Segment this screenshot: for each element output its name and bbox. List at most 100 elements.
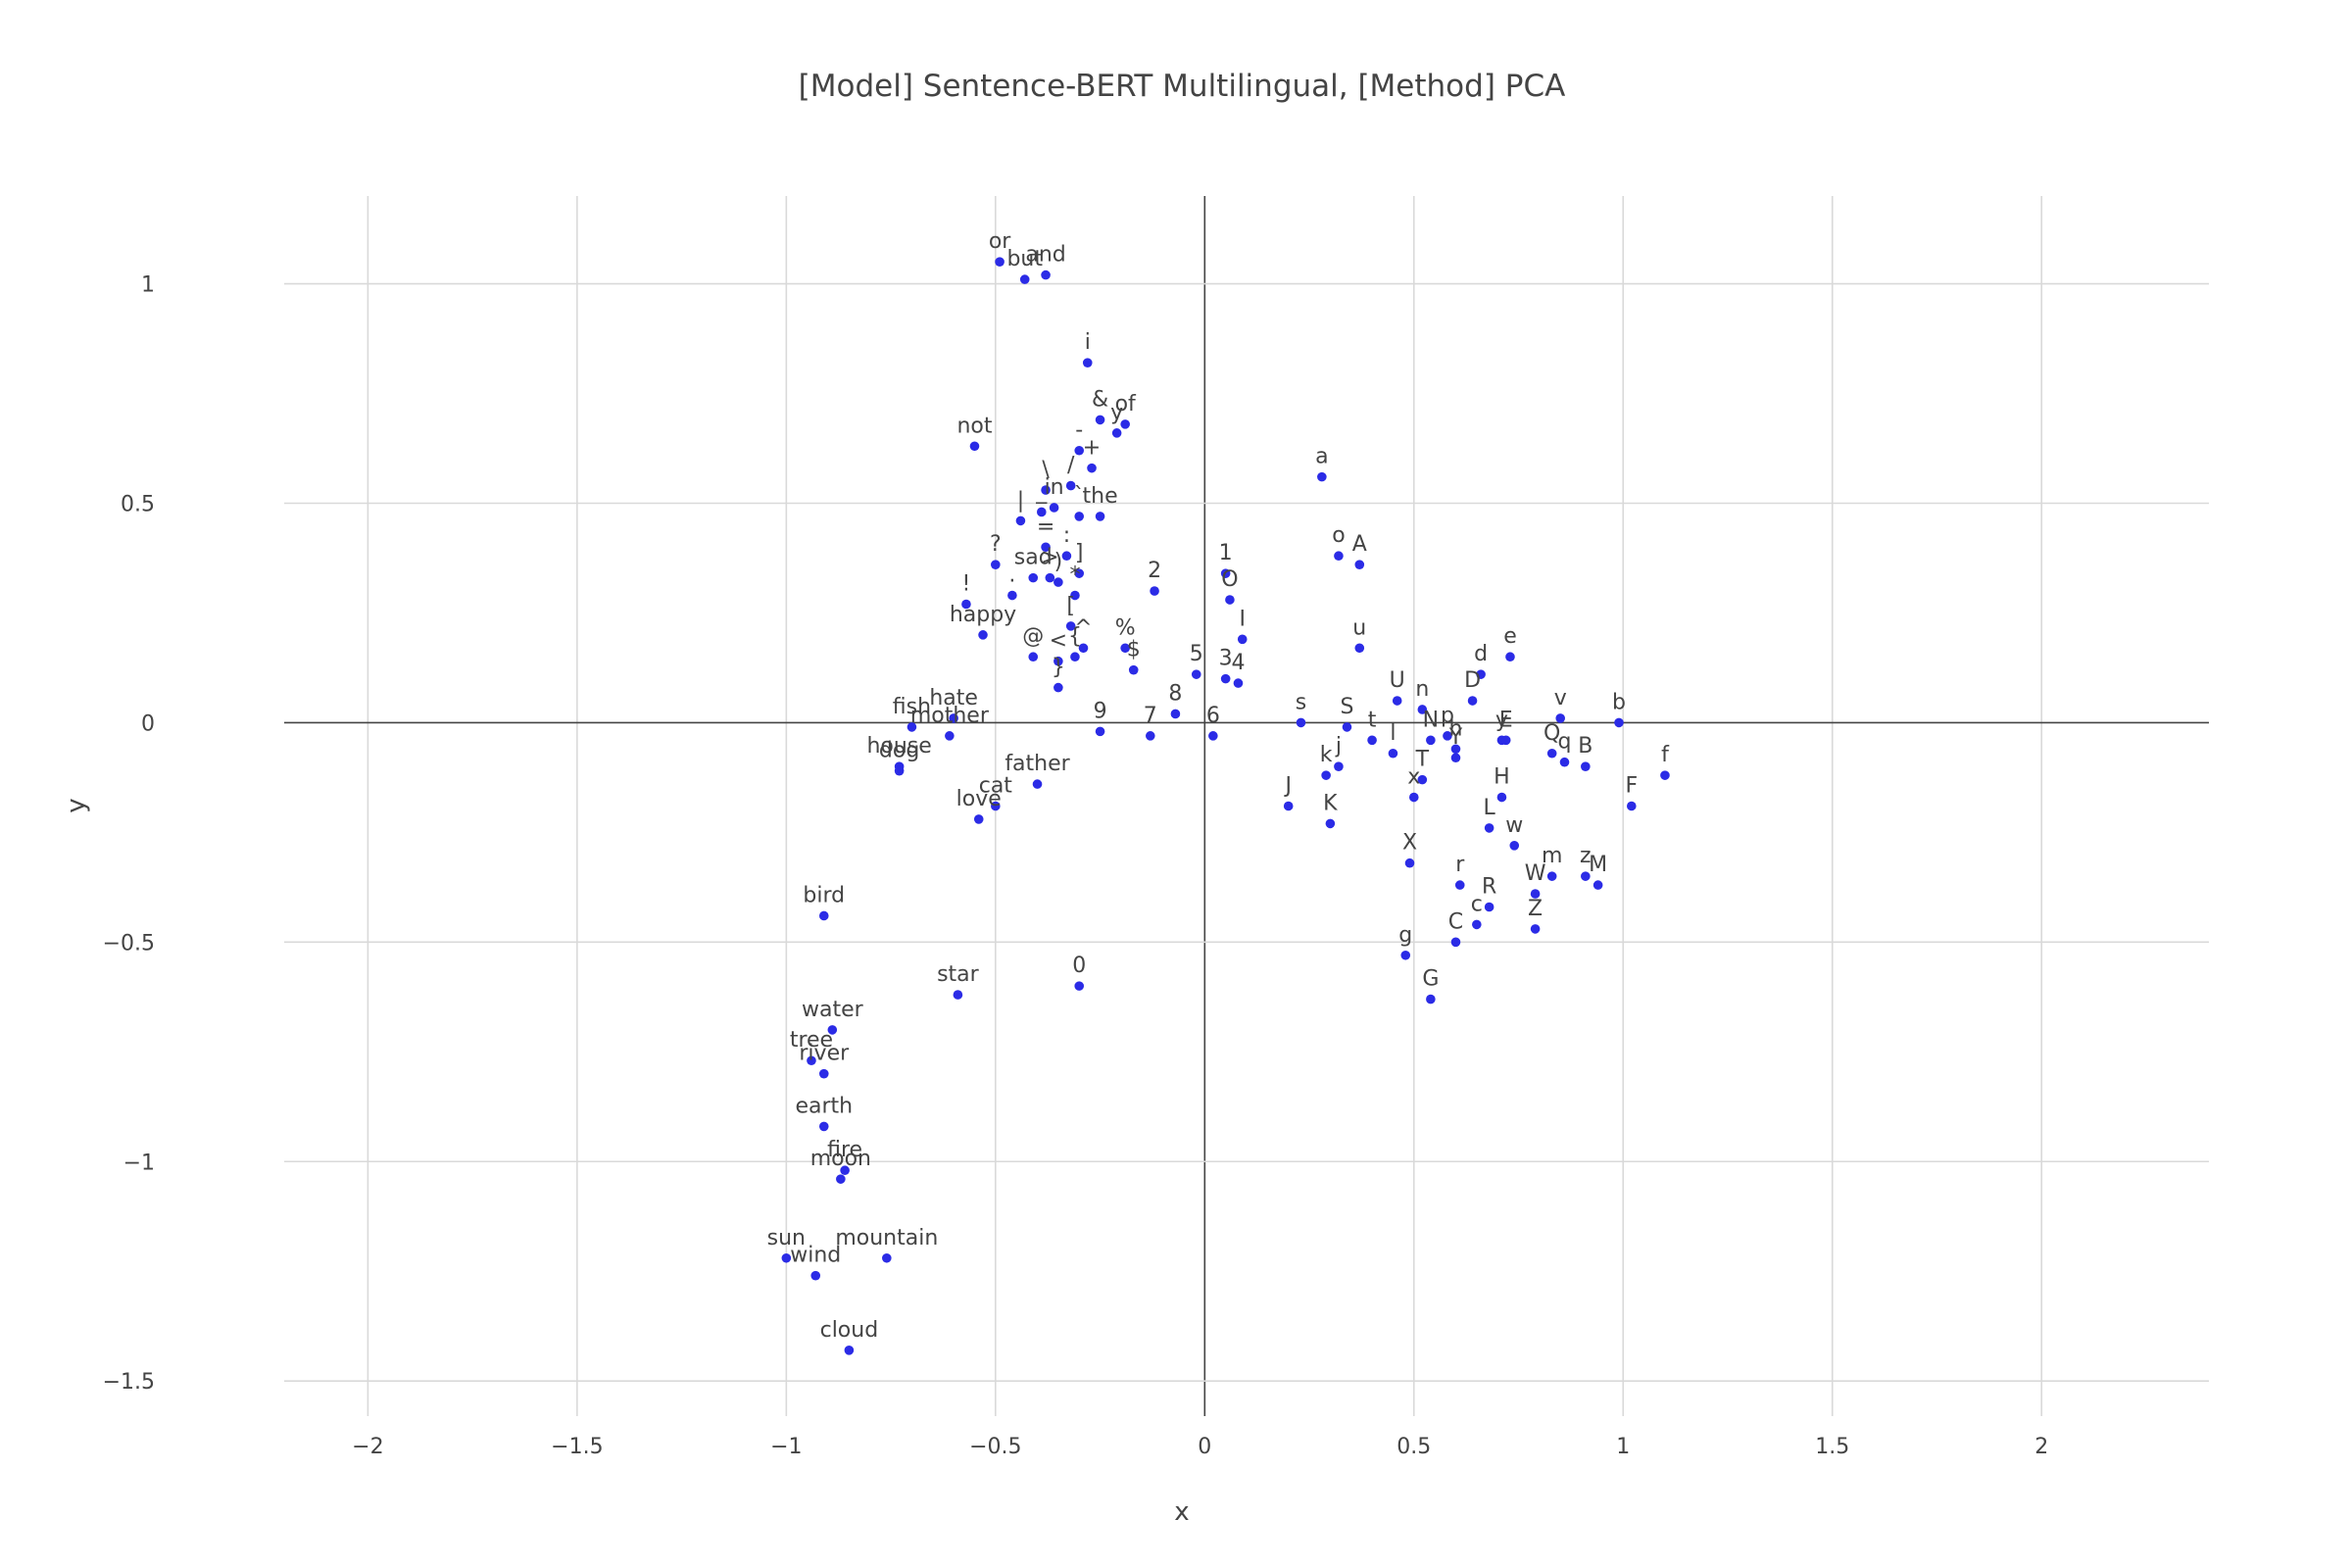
data-point-label: and <box>1025 243 1065 268</box>
data-point <box>894 765 905 776</box>
data-point <box>1454 880 1465 890</box>
data-points <box>781 257 1670 1355</box>
data-point-label: _ <box>1035 479 1048 504</box>
data-point-label: H <box>1494 765 1510 790</box>
data-point <box>1321 770 1331 780</box>
data-point <box>1505 652 1515 662</box>
data-point <box>1220 673 1231 684</box>
data-point <box>1426 735 1436 746</box>
data-point <box>1296 717 1306 728</box>
data-point-label: y <box>1495 708 1508 732</box>
data-point <box>1614 717 1624 728</box>
data-point <box>1146 731 1155 741</box>
data-point-label: { <box>1068 624 1082 649</box>
x-tick-label: 1.5 <box>1815 1435 1849 1459</box>
data-point-label: x <box>1407 765 1420 790</box>
data-point-label: . <box>1008 564 1015 588</box>
data-point-label: 5 <box>1190 642 1203 666</box>
data-point <box>1408 792 1419 803</box>
data-point <box>978 630 988 640</box>
data-point-label: T <box>1415 748 1430 772</box>
data-point-label: c <box>1471 892 1483 916</box>
data-point <box>1074 981 1085 991</box>
data-point-label: mountain <box>835 1226 938 1250</box>
x-tick-label: 0.5 <box>1396 1435 1431 1459</box>
data-point <box>953 990 963 1000</box>
data-point <box>969 441 980 452</box>
data-point <box>840 1165 850 1176</box>
data-point <box>1559 757 1570 767</box>
data-point-label: cat <box>979 774 1013 799</box>
data-point-label: U <box>1390 668 1405 693</box>
data-point <box>1660 770 1670 780</box>
data-point <box>1484 823 1494 833</box>
data-point-label: 8 <box>1168 681 1182 706</box>
data-point <box>1120 419 1130 429</box>
data-point <box>1170 709 1181 719</box>
data-point-label: in <box>1045 475 1064 500</box>
data-point-label: z <box>1580 844 1592 868</box>
data-point-label: : <box>1063 523 1070 548</box>
data-point-label: earth <box>795 1094 853 1118</box>
data-point <box>961 599 971 610</box>
data-point <box>1627 801 1637 811</box>
data-point-label: k <box>1320 743 1333 767</box>
data-point-label: n <box>1415 677 1429 702</box>
data-point <box>1111 428 1122 438</box>
data-point-label: but <box>1006 247 1043 271</box>
data-point-label: * <box>1069 564 1080 588</box>
data-point <box>1225 595 1235 605</box>
data-point-label: tree <box>790 1028 833 1053</box>
data-point <box>1317 471 1327 482</box>
y-tick-label: −1 <box>123 1151 155 1175</box>
data-point-label: love <box>956 787 1002 811</box>
data-point <box>1070 652 1080 662</box>
data-point-label: B <box>1578 734 1592 759</box>
data-point <box>906 722 917 732</box>
data-point <box>1054 656 1063 666</box>
x-tick-label: 0 <box>1198 1435 1211 1459</box>
data-point <box>1484 902 1494 912</box>
data-point <box>1049 503 1059 513</box>
data-point-label: E <box>1499 708 1513 732</box>
data-point <box>1592 880 1603 890</box>
data-point <box>1467 696 1478 706</box>
data-point <box>991 560 1001 569</box>
data-point-label: cloud <box>820 1318 879 1343</box>
data-point-label: the <box>1083 484 1118 509</box>
data-point-label: house <box>866 734 931 759</box>
data-point-label: G <box>1422 967 1439 992</box>
x-tick-label: −1 <box>770 1435 802 1459</box>
data-point <box>1074 568 1085 578</box>
data-point-label: y <box>1110 401 1123 425</box>
data-point-label: h <box>1449 716 1463 741</box>
data-point <box>1450 937 1461 948</box>
data-point <box>1472 919 1482 930</box>
data-point <box>1041 485 1051 495</box>
data-point-label: @ <box>1022 624 1044 649</box>
data-point <box>807 1055 816 1066</box>
data-point <box>844 1346 855 1355</box>
data-point-label: > <box>1041 546 1058 570</box>
data-point <box>1078 643 1089 654</box>
data-point <box>1417 705 1428 714</box>
data-point-label: ) <box>1054 550 1063 574</box>
data-point-label: W <box>1525 861 1546 886</box>
data-point <box>1388 748 1398 759</box>
data-point <box>1082 358 1093 368</box>
y-tick-label: 1 <box>141 273 155 298</box>
data-point-label: & <box>1092 387 1108 412</box>
data-point <box>818 910 829 921</box>
data-point-label: m <box>1542 844 1562 868</box>
data-point-label: g <box>1398 923 1412 948</box>
data-point <box>1546 871 1557 881</box>
data-point <box>1555 713 1566 723</box>
data-point-label: mother <box>910 704 990 728</box>
data-point-label: hate <box>929 686 978 710</box>
data-point-label: u <box>1352 615 1366 640</box>
data-point-label: / <box>1067 454 1075 478</box>
data-point-label: 7 <box>1144 704 1157 728</box>
data-point-label: 3 <box>1219 647 1233 671</box>
